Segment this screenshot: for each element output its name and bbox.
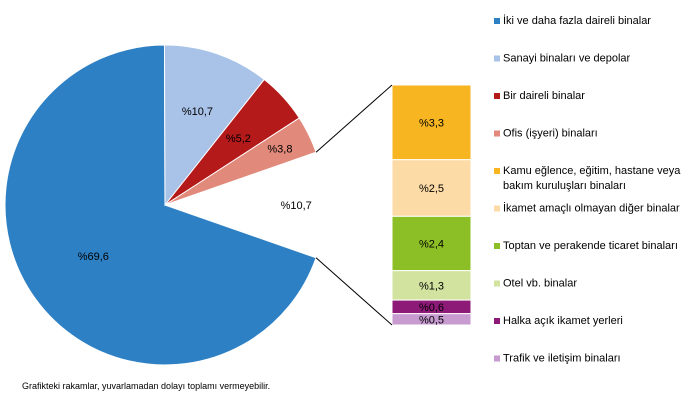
pie-slice-i-ki-ve-daha-fazla-daireli-binalar: [4, 44, 317, 366]
legend-swatch-sanayi-binalari-ve-depolar: [494, 55, 500, 62]
bar-label-halka-acik-ikamet-yerleri: %0,6: [419, 302, 444, 314]
connector-line-top: [315, 84, 393, 153]
pie-label-i-ki-ve-daha-fazla-daireli-binalar: %69,6: [78, 251, 109, 263]
legend-item-sanayi-binalari-ve-depolar: Sanayi binaları ve depolar: [503, 53, 631, 65]
legend-item-otel-vb-binalar: Otel vb. binalar: [503, 278, 577, 290]
legend-item-i-kamet-amacli-olmayan-diger-binalar: İkamet amaçlı olmayan diğer binalar: [503, 202, 680, 215]
bar-segment-trafik-ve-iletisim-binalari: [391, 313, 472, 326]
connector-line-bottom: [315, 257, 393, 326]
legend-swatch-otel-vb-binalar: [494, 280, 500, 287]
pie-label-ofis-isyeri-binalari: %3,8: [267, 144, 292, 156]
pie-label-bir-daireli-binalar: %5,2: [226, 133, 251, 145]
legend-swatch-trafik-ve-iletisim-binalari: [494, 355, 500, 362]
pie-slice-sanayi-binalari-ve-depolar: [163, 44, 265, 207]
legend-swatch-halka-acik-ikamet-yerleri: [494, 318, 500, 324]
legend-item-ofis-isyeri-binalari: Ofis (işyeri) binaları: [503, 128, 598, 140]
bar-segment-kamu-eglence-egitim-hastane-veya-bakim-kuruluslari-binalari: [391, 84, 472, 161]
legend-item-halka-acik-ikamet-yerleri: Halka açık ikamet yerleri: [503, 315, 623, 327]
bar-label-i-kamet-amacli-olmayan-diger-binalar: %2,5: [419, 183, 444, 195]
bar-label-toptan-ve-perakende-ticaret-binalari: %2,4: [419, 238, 444, 250]
legend-item-trafik-ve-iletisim-binalari: Trafik ve iletişim binaları: [503, 353, 621, 365]
legend-swatch-bir-daireli-binalar: [494, 93, 500, 99]
bar-label-otel-vb-binalar: %1,3: [419, 280, 444, 292]
legend-swatch-i-kamet-amacli-olmayan-diger-binalar: [494, 205, 500, 212]
legend-swatch-kamu-eglence-egitim-hastane-veya: [494, 168, 500, 174]
legend-swatch-toptan-ve-perakende-ticaret-binalari: [494, 243, 500, 249]
legend-item-kamu-eglence-egitim-hastane-veya: Kamu eğlence, eğitim, hastane veya bakım …: [503, 165, 681, 192]
legend-item-bir-daireli-binalar: Bir daireli binalar: [503, 90, 585, 102]
bar-label-trafik-ve-iletisim-binalari: %0,5: [419, 314, 444, 326]
bar-segment-otel-vb-binalar: [391, 270, 472, 301]
bar-label-kamu-eglence-egitim-hastane-veya-bakim-kuruluslari-binalari: %3,3: [419, 117, 444, 129]
bar-segment-i-kamet-amacli-olmayan-diger-binalar: [391, 159, 472, 217]
pie-label-sanayi-binalari-ve-depolar: %10,7: [182, 106, 213, 118]
footnote: Grafikteki rakamlar, yuvarlamadan dolayı…: [22, 381, 271, 391]
pie-label-other: %10,7: [281, 200, 312, 212]
legend-swatch-ofis-isyeri-binalari: [494, 130, 500, 137]
legend-item-i-ki-ve-daha-fazla-daireli-binalar: İki ve daha fazla daireli binalar: [503, 14, 651, 27]
legend-item-toptan-ve-perakende-ticaret-binalari: Toptan ve perakende ticaret binaları: [503, 240, 678, 252]
legend-swatch-i-ki-ve-daha-fazla-daireli-binalar: [494, 18, 500, 24]
